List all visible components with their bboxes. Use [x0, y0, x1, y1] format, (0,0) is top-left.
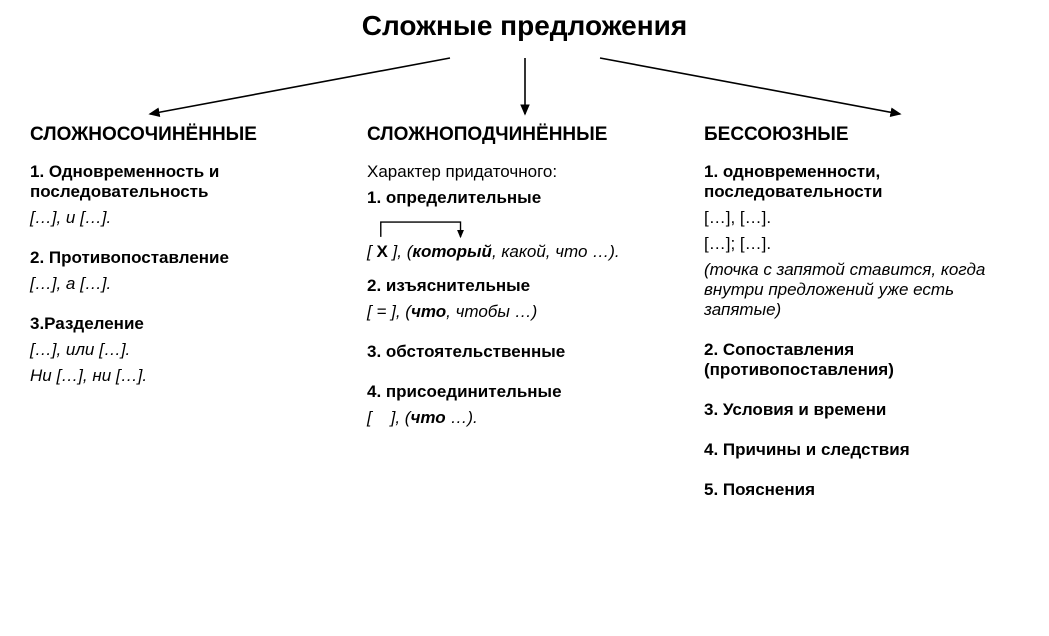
col3-item4-label: 4. Причины и следствия — [704, 440, 1019, 460]
col3-item1-pattern-a: […], […]. — [704, 208, 1019, 228]
col-complex: СЛОЖНОПОДЧИНЁННЫЕ Характер придаточного:… — [367, 124, 682, 506]
col3-item1-pattern-b: […]; […]. — [704, 234, 1019, 254]
col3-head: БЕССОЮЗНЫЕ — [704, 124, 1019, 146]
col3-item3-label: 3. Условия и времени — [704, 400, 1019, 420]
col2-item3-label: 3. обстоятельственные — [367, 342, 682, 362]
col-compound: СЛОЖНОСОЧИНЁННЫЕ 1. Одновременность и по… — [30, 124, 345, 506]
col1-item1-label: 1. Одновременность и последовательность — [30, 162, 345, 202]
col1-item3-pattern-b: Ни […], ни […]. — [30, 366, 345, 386]
col2-item1-label: 1. определительные — [367, 188, 682, 208]
col3-item2-label: 2. Сопоставления (противопоставления) — [704, 340, 1019, 380]
col2-item2-pattern: [ = ], (что, чтобы …) — [367, 302, 682, 322]
pattern-word: который — [412, 242, 492, 261]
col2-subtitle: Характер придаточного: — [367, 162, 682, 182]
col2-head: СЛОЖНОПОДЧИНЁННЫЕ — [367, 124, 682, 146]
pattern-mid: ], ( — [388, 242, 413, 261]
col1-item3-pattern-a: […], или […]. — [30, 340, 345, 360]
col-asyndetic: БЕССОЮЗНЫЕ 1. одновременности, последова… — [704, 124, 1019, 506]
col3-item1-note: (точка с запятой ставится, когда внутри … — [704, 260, 1019, 320]
col3-item5-label: 5. Пояснения — [704, 480, 1019, 500]
col1-head: СЛОЖНОСОЧИНЁННЫЕ — [30, 124, 345, 146]
main-arrows — [30, 54, 1019, 124]
columns-container: СЛОЖНОСОЧИНЁННЫЕ 1. Одновременность и по… — [30, 124, 1019, 506]
col3-item1-label: 1. одновременности, последовательности — [704, 162, 1019, 202]
col2-item2-label: 2. изъяснительные — [367, 276, 682, 296]
col2-item4-label: 4. присоединительные — [367, 382, 682, 402]
pattern-rest: , какой, что …). — [492, 242, 620, 261]
col1-item1-pattern: […], и […]. — [30, 208, 345, 228]
col2-item4-pattern: [ ], (что …). — [367, 408, 682, 428]
col2-item1-pattern: [ Х ], (который, какой, что …). — [367, 242, 682, 262]
pattern-x: Х — [376, 242, 387, 261]
col1-item2-pattern: […], а […]. — [30, 274, 345, 294]
page-title: Сложные предложения — [30, 10, 1019, 42]
col1-item3-label: 3.Разделение — [30, 314, 345, 334]
col2-sub-arrow — [367, 214, 682, 242]
col1-item2-label: 2. Противопоставление — [30, 248, 345, 268]
